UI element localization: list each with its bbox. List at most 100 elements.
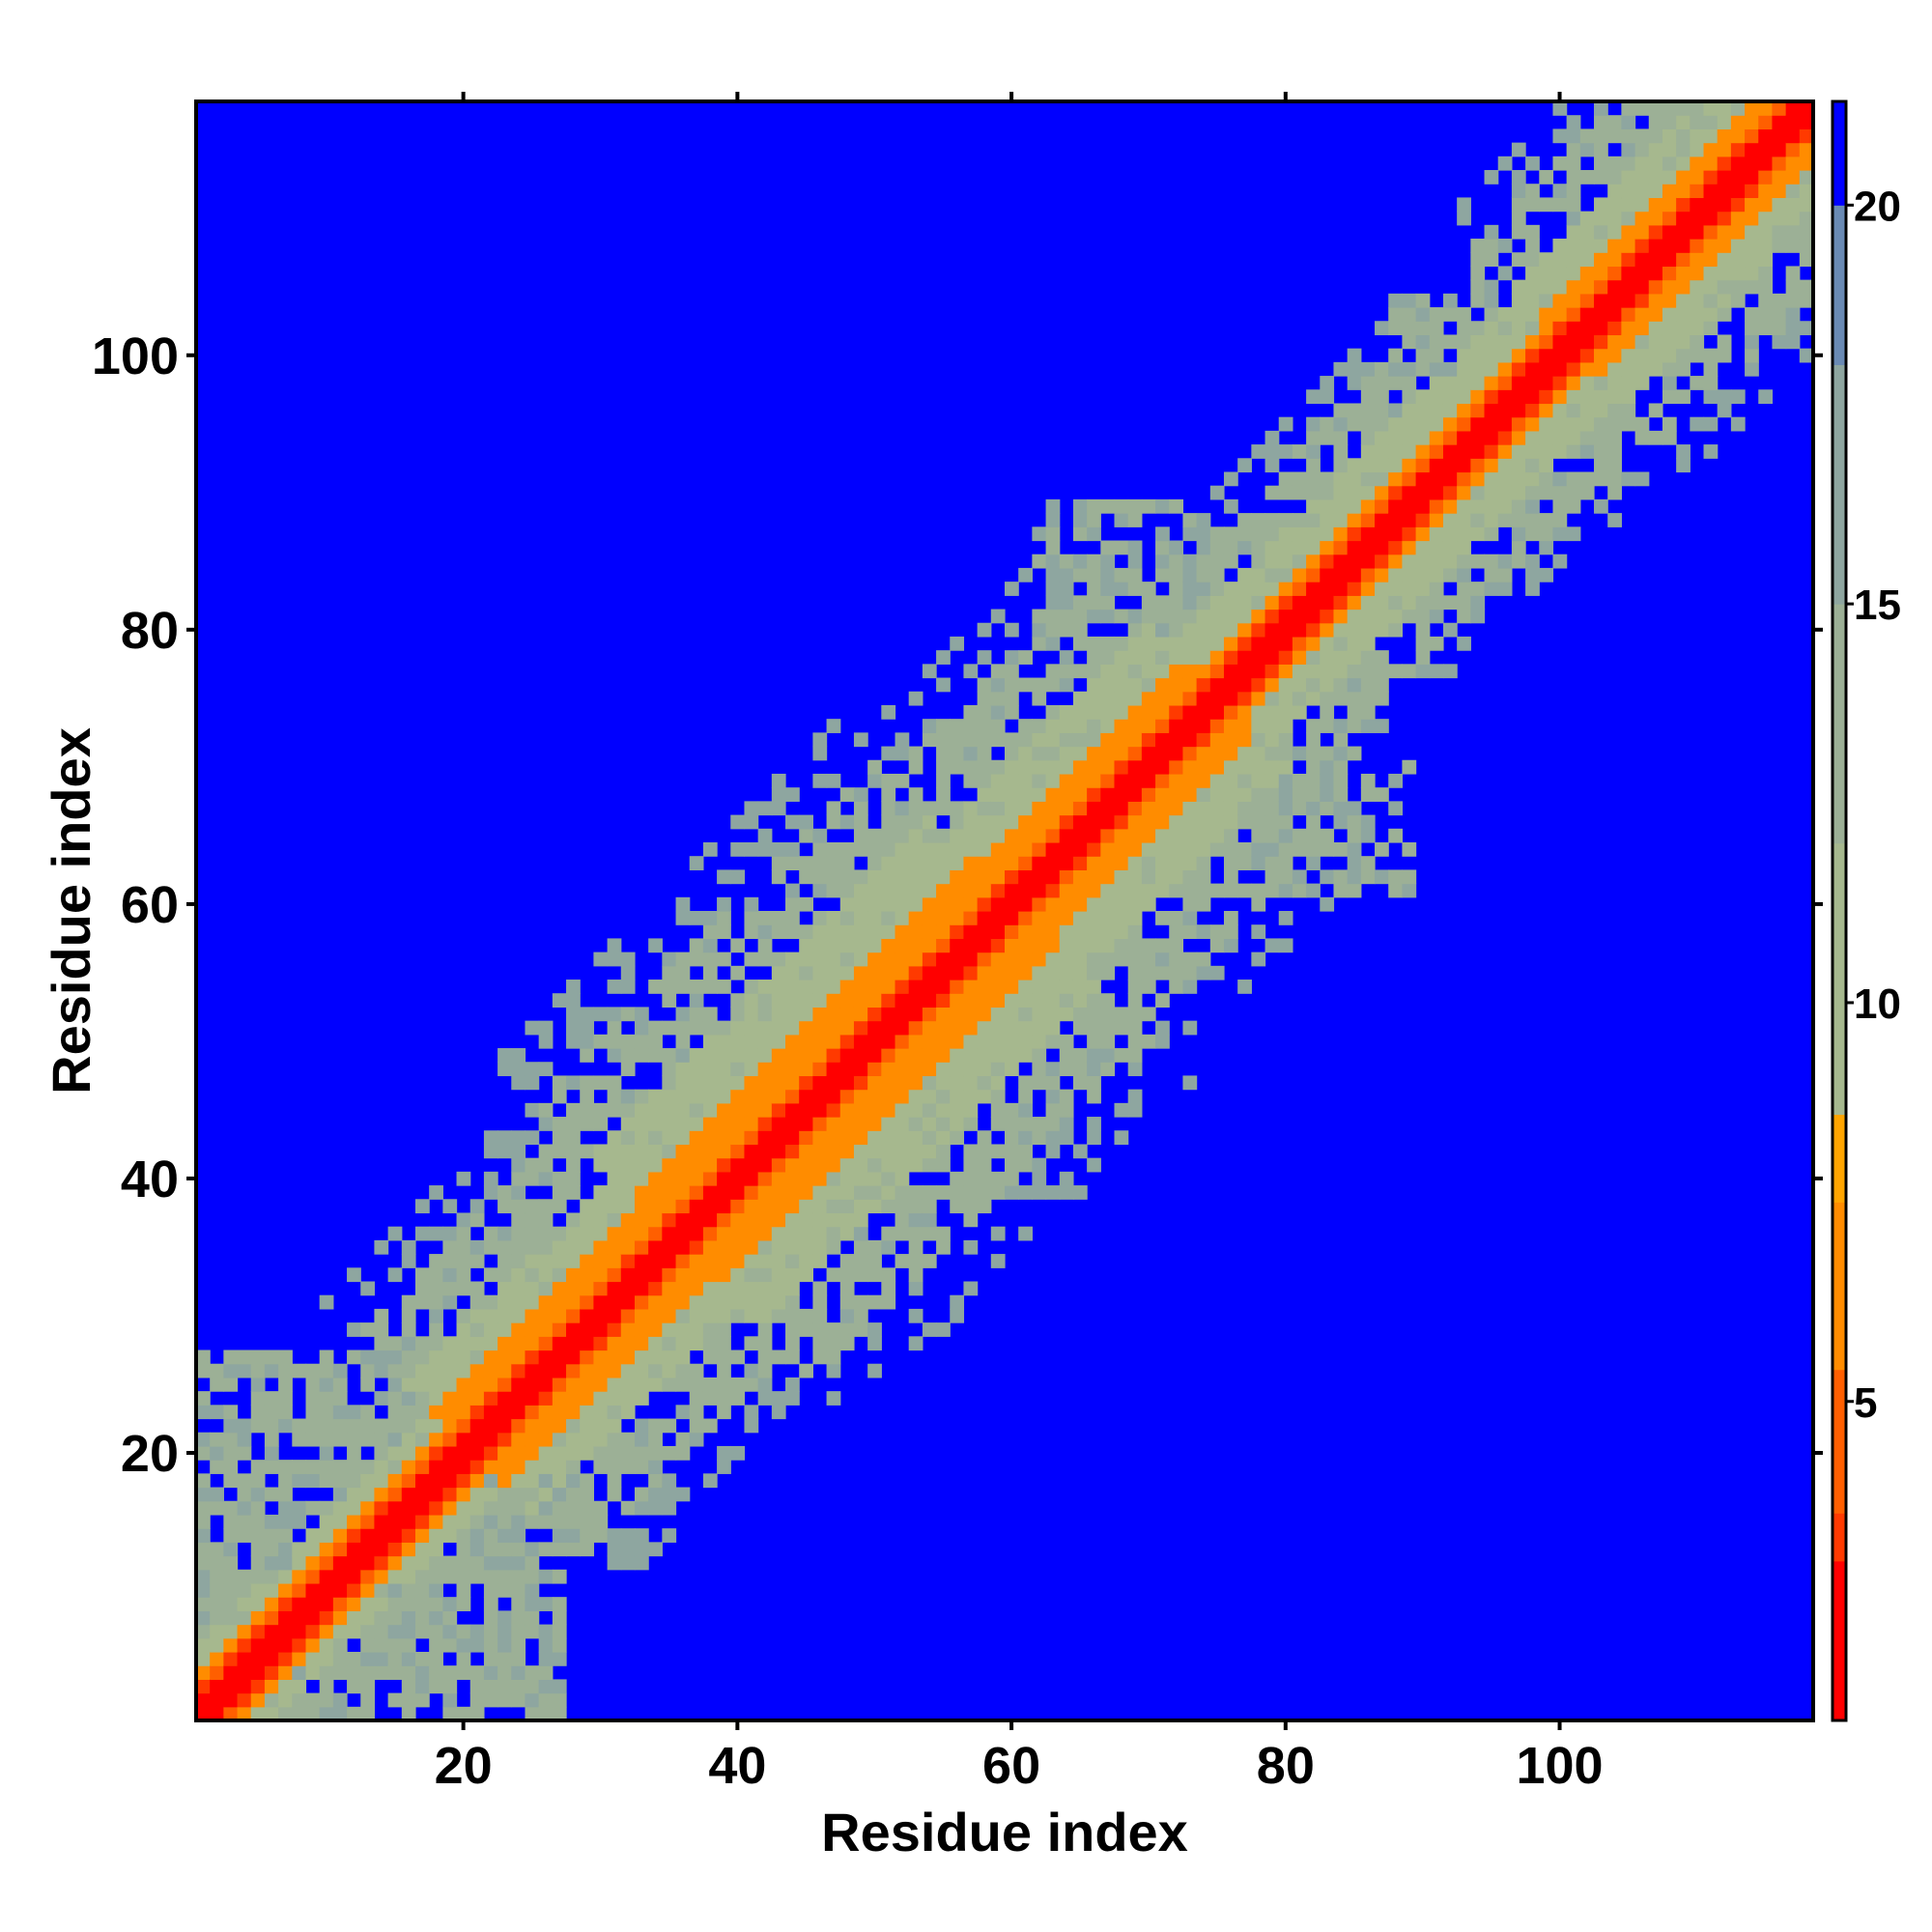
heatmap-cell xyxy=(278,1555,293,1571)
heatmap-cell xyxy=(401,1637,416,1653)
heatmap-cell xyxy=(963,1020,979,1036)
heatmap-cell xyxy=(264,1679,279,1694)
heatmap-cell xyxy=(867,1336,882,1351)
heatmap-cell xyxy=(1484,498,1499,514)
heatmap-cell xyxy=(1237,856,1252,870)
heatmap-cell xyxy=(675,952,691,967)
heatmap-cell xyxy=(1333,444,1349,459)
heatmap-cell xyxy=(1320,471,1335,487)
heatmap-cell xyxy=(1072,1185,1088,1200)
heatmap-cell xyxy=(1127,513,1143,527)
heatmap-cell xyxy=(1320,540,1335,555)
heatmap-cell xyxy=(1278,471,1293,487)
heatmap-cell xyxy=(319,1432,334,1447)
heatmap-cell xyxy=(1470,279,1486,295)
heatmap-cell xyxy=(1292,485,1307,500)
heatmap-cell xyxy=(1429,554,1444,569)
heatmap-cell xyxy=(1717,115,1732,129)
heatmap-cell xyxy=(1182,554,1198,569)
heatmap-cell xyxy=(1292,691,1307,706)
heatmap-cell xyxy=(250,1528,266,1543)
heatmap-cell xyxy=(1045,719,1061,733)
heatmap-cell xyxy=(332,1651,348,1666)
heatmap-cell xyxy=(675,1336,691,1351)
heatmap-cell xyxy=(1306,732,1321,748)
heatmap-cell xyxy=(1018,841,1033,857)
y-axis-label: Residue index xyxy=(41,727,101,1094)
heatmap-cell xyxy=(1182,636,1198,651)
heatmap-cell xyxy=(607,1089,622,1104)
heatmap-cell xyxy=(1306,389,1321,405)
heatmap-cell xyxy=(196,1637,211,1653)
heatmap-cell xyxy=(936,1226,951,1241)
heatmap-cell xyxy=(1525,485,1540,500)
heatmap-cell xyxy=(689,1281,704,1296)
heatmap-cell xyxy=(1648,197,1663,213)
heatmap-cell xyxy=(387,1692,403,1708)
heatmap-cell xyxy=(702,1048,718,1063)
heatmap-cell xyxy=(319,1445,334,1461)
heatmap-cell xyxy=(922,1007,937,1022)
heatmap-cell xyxy=(1292,526,1307,542)
heatmap-cell xyxy=(1772,307,1787,322)
heatmap-cell xyxy=(580,1048,595,1063)
heatmap-cell xyxy=(963,704,979,720)
heatmap-cell xyxy=(1690,293,1705,308)
heatmap-cell xyxy=(292,1665,307,1680)
heatmap-cell xyxy=(1237,801,1252,816)
heatmap-cell xyxy=(237,1692,252,1708)
heatmap-cell xyxy=(799,1157,813,1173)
heatmap-cell xyxy=(1237,759,1252,775)
heatmap-cell xyxy=(401,1610,416,1626)
heatmap-cell xyxy=(1662,252,1677,268)
heatmap-cell xyxy=(278,1679,293,1694)
heatmap-cell xyxy=(963,828,979,843)
heatmap-cell xyxy=(1360,787,1376,802)
heatmap-cell xyxy=(538,1308,554,1323)
heatmap-cell xyxy=(936,759,951,775)
heatmap-cell xyxy=(374,1624,389,1639)
heatmap-cell xyxy=(757,952,773,967)
heatmap-cell xyxy=(566,1432,581,1447)
heatmap-cell xyxy=(1375,361,1389,377)
heatmap-cell xyxy=(1648,128,1663,144)
heatmap-cell xyxy=(1333,540,1349,555)
heatmap-cell xyxy=(1114,691,1129,706)
heatmap-cell xyxy=(648,1239,663,1255)
heatmap-cell xyxy=(839,1117,855,1131)
heatmap-cell xyxy=(1045,498,1061,514)
heatmap-cell xyxy=(1127,704,1143,720)
heatmap-cell xyxy=(675,1171,691,1186)
heatmap-cell xyxy=(1196,719,1211,733)
heatmap-cell xyxy=(853,1212,868,1228)
heatmap-cell xyxy=(839,938,855,953)
heatmap-cell xyxy=(1045,1117,1061,1131)
heatmap-cell xyxy=(1100,554,1116,569)
heatmap-cell xyxy=(1320,526,1335,542)
heatmap-cell xyxy=(414,1500,430,1516)
heatmap-cell xyxy=(1059,965,1074,980)
heatmap-cell xyxy=(1114,1007,1129,1022)
heatmap-cell xyxy=(977,1020,992,1036)
heatmap-cell xyxy=(580,1239,595,1255)
heatmap-cell xyxy=(675,1432,691,1447)
heatmap-cell xyxy=(1018,732,1033,748)
heatmap-cell xyxy=(785,1007,800,1022)
heatmap-cell xyxy=(1758,389,1774,405)
heatmap-cell xyxy=(332,1500,348,1516)
heatmap-cell xyxy=(867,1185,882,1200)
heatmap-cell xyxy=(620,952,636,967)
heatmap-cell xyxy=(1155,828,1170,843)
heatmap-cell xyxy=(1237,883,1252,898)
heatmap-cell xyxy=(401,1679,416,1694)
heatmap-cell xyxy=(895,1226,910,1241)
heatmap-cell xyxy=(1566,376,1581,390)
heatmap-cell xyxy=(511,1130,526,1146)
heatmap-cell xyxy=(1320,773,1335,788)
heatmap-cell xyxy=(414,1460,430,1474)
heatmap-cell xyxy=(730,1157,746,1173)
heatmap-cell xyxy=(1320,416,1335,432)
heatmap-cell xyxy=(689,1336,704,1351)
heatmap-cell xyxy=(305,1542,321,1557)
heatmap-cell xyxy=(1141,746,1156,761)
